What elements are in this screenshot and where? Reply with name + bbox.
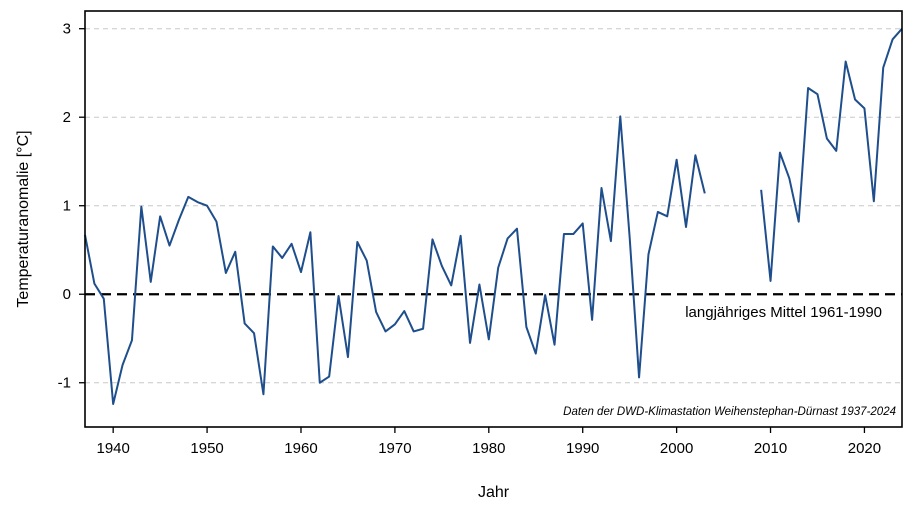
reference-line-label: langjähriges Mittel 1961-1990 <box>685 304 882 321</box>
y-tick-label-3: 3 <box>63 21 71 38</box>
series-line-segment-2 <box>760 28 903 282</box>
x-tick-label-1990: 1990 <box>566 440 599 457</box>
x-axis-ticks: 1940 1950 1960 1970 1980 1990 2000 2010 2020 <box>96 427 881 457</box>
x-axis-title: Jahr <box>478 484 510 501</box>
x-tick-label-1960: 1960 <box>284 440 317 457</box>
series-layer <box>84 28 903 405</box>
x-tick-label-2020: 2020 <box>848 440 881 457</box>
y-axis-ticks: -1 0 1 2 3 <box>58 21 85 392</box>
source-note: Daten der DWD-Klimastation Weihenstephan… <box>563 406 896 418</box>
x-tick-label-1970: 1970 <box>378 440 411 457</box>
x-tick-label-2010: 2010 <box>754 440 787 457</box>
x-tick-label-1980: 1980 <box>472 440 505 457</box>
x-tick-label-2000: 2000 <box>660 440 693 457</box>
series-line-segment-1 <box>84 115 706 405</box>
y-tick-label-2: 2 <box>63 109 71 126</box>
gridlines <box>85 28 902 384</box>
plot-frame <box>84 10 903 428</box>
y-tick-label--1: -1 <box>58 375 71 392</box>
x-tick-label-1950: 1950 <box>190 440 223 457</box>
x-tick-label-1940: 1940 <box>96 440 129 457</box>
y-tick-label-0: 0 <box>63 286 71 303</box>
y-tick-label-1: 1 <box>63 198 71 215</box>
y-axis-title: Temperaturanomalie [°C] <box>15 130 32 307</box>
